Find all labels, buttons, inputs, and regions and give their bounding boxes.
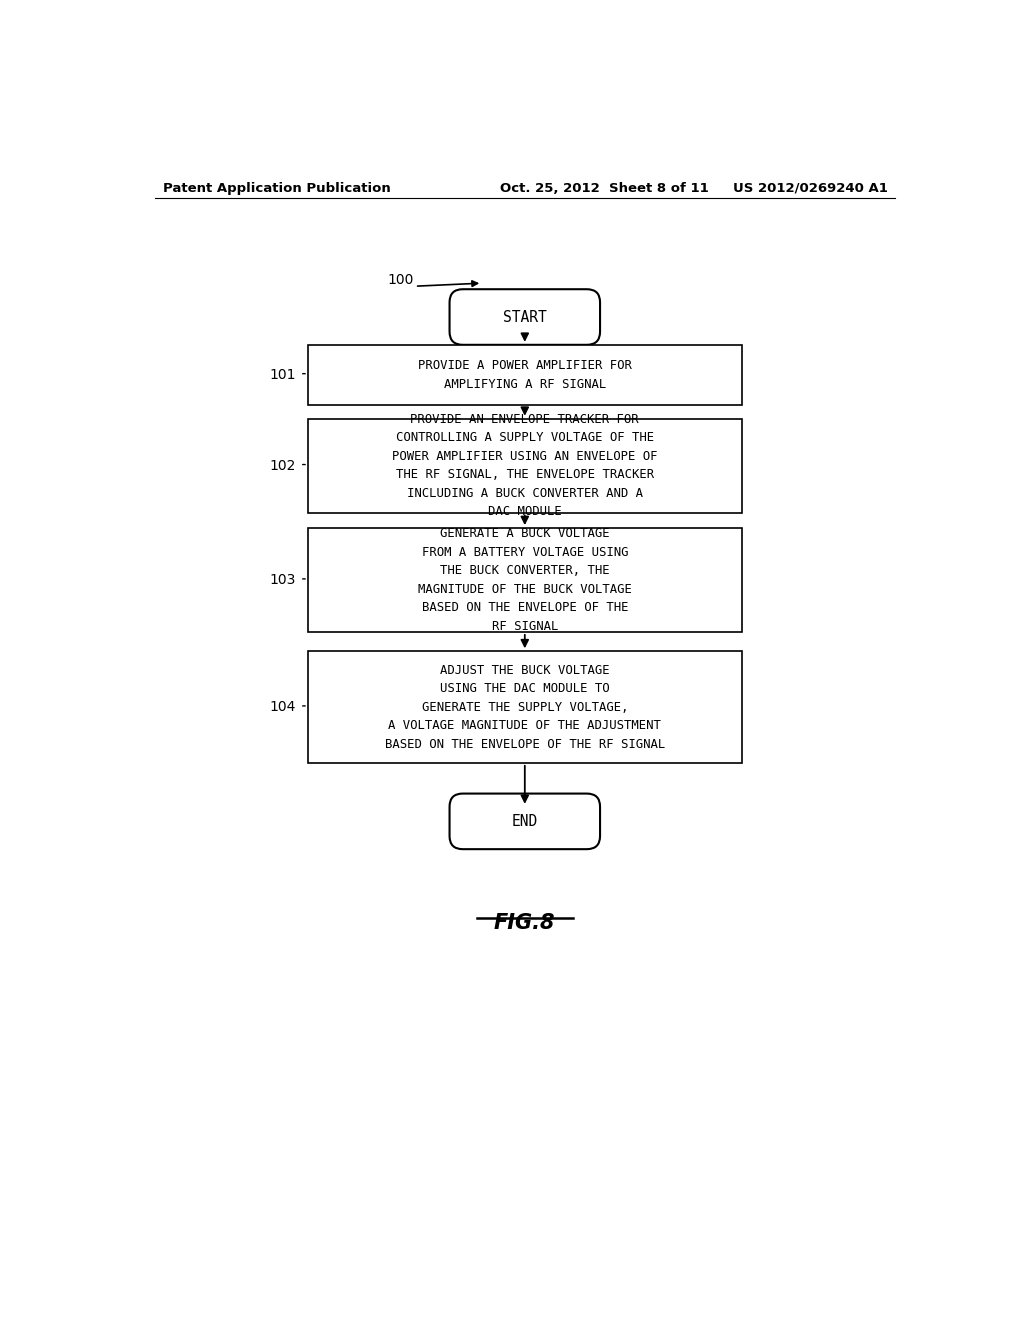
Text: END: END	[512, 814, 538, 829]
Text: US 2012/0269240 A1: US 2012/0269240 A1	[732, 182, 888, 194]
Text: 102: 102	[269, 458, 296, 473]
FancyBboxPatch shape	[450, 289, 600, 345]
FancyBboxPatch shape	[308, 418, 741, 512]
Text: GENERATE A BUCK VOLTAGE
FROM A BATTERY VOLTAGE USING
THE BUCK CONVERTER, THE
MAG: GENERATE A BUCK VOLTAGE FROM A BATTERY V…	[418, 527, 632, 632]
FancyBboxPatch shape	[308, 345, 741, 405]
Text: PROVIDE A POWER AMPLIFIER FOR
AMPLIFYING A RF SIGNAL: PROVIDE A POWER AMPLIFIER FOR AMPLIFYING…	[418, 359, 632, 391]
Text: 103: 103	[269, 573, 296, 587]
Text: FIG.8: FIG.8	[494, 913, 556, 933]
Text: 101: 101	[269, 368, 296, 381]
Text: 104: 104	[269, 700, 296, 714]
Text: Oct. 25, 2012  Sheet 8 of 11: Oct. 25, 2012 Sheet 8 of 11	[500, 182, 709, 194]
Text: START: START	[503, 309, 547, 325]
Text: PROVIDE AN ENVELOPE TRACKER FOR
CONTROLLING A SUPPLY VOLTAGE OF THE
POWER AMPLIF: PROVIDE AN ENVELOPE TRACKER FOR CONTROLL…	[392, 413, 657, 519]
Text: ADJUST THE BUCK VOLTAGE
USING THE DAC MODULE TO
GENERATE THE SUPPLY VOLTAGE,
A V: ADJUST THE BUCK VOLTAGE USING THE DAC MO…	[385, 664, 665, 751]
FancyBboxPatch shape	[308, 651, 741, 763]
FancyBboxPatch shape	[450, 793, 600, 849]
Text: 100: 100	[388, 273, 414, 286]
Text: Patent Application Publication: Patent Application Publication	[163, 182, 390, 194]
FancyBboxPatch shape	[308, 528, 741, 632]
